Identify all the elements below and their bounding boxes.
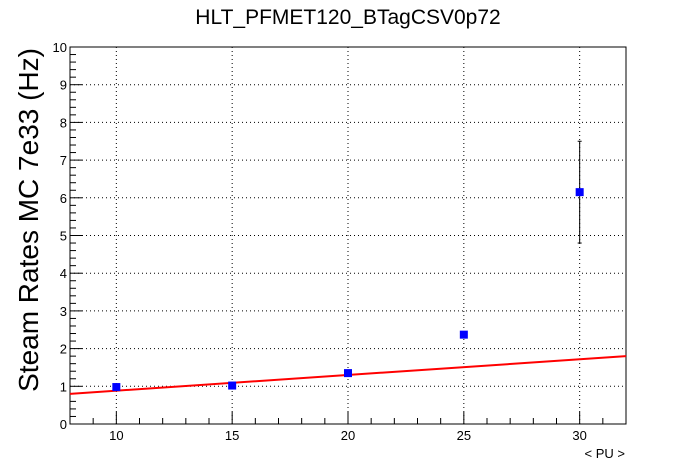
y-tick-label: 9 — [60, 78, 67, 93]
x-tick-label: 25 — [457, 428, 471, 443]
data-point — [575, 188, 584, 197]
x-axis: 10 15 20 25 30 — [69, 412, 627, 443]
data-point — [112, 383, 121, 392]
y-tick-label: 4 — [60, 266, 67, 281]
x-tick-label: 20 — [341, 428, 355, 443]
x-tick-label: 15 — [225, 428, 239, 443]
data-point — [344, 369, 352, 378]
y-tick-label: 3 — [60, 304, 67, 319]
data-point — [459, 330, 468, 339]
y-tick-label: 8 — [60, 115, 67, 130]
chart-title: HLT_PFMET120_BTagCSV0p72 — [195, 6, 500, 29]
data-points-layer — [112, 140, 584, 392]
y-tick-label: 7 — [60, 153, 67, 168]
y-axis: 0 1 2 3 4 5 6 7 8 9 10 — [53, 40, 82, 432]
x-tick-label: 30 — [572, 428, 586, 443]
y-tick-label: 5 — [60, 229, 67, 244]
grid — [70, 47, 626, 424]
y-axis-label: Steam Rates MC 7e33 (Hz) — [13, 48, 44, 392]
data-point — [228, 381, 237, 390]
x-axis-label: < PU > — [585, 446, 625, 461]
y-tick-label: 1 — [60, 379, 67, 394]
y-tick-label: 2 — [60, 342, 67, 357]
y-tick-label: 0 — [60, 417, 67, 432]
y-tick-label: 6 — [60, 191, 67, 206]
y-tick-label: 10 — [53, 40, 67, 55]
x-tick-label: 10 — [109, 428, 123, 443]
